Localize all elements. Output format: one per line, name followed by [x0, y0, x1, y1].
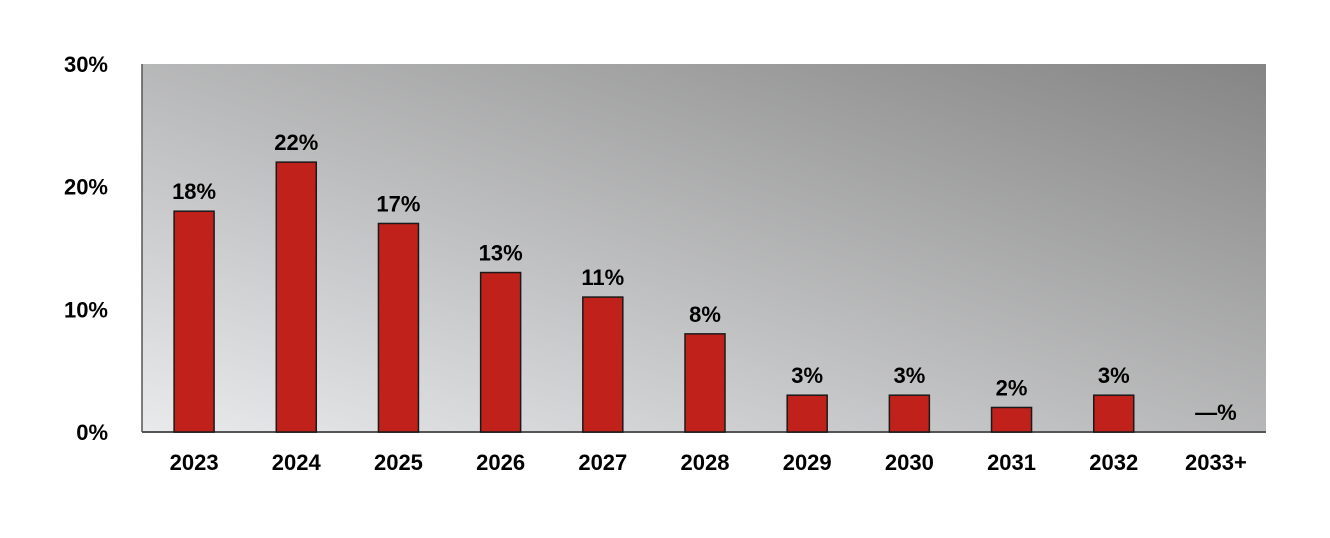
x-tick-label: 2025 — [374, 450, 423, 475]
x-tick-label: 2031 — [987, 450, 1036, 475]
data-label: 3% — [791, 363, 823, 388]
data-label: 8% — [689, 302, 721, 327]
x-tick-label: 2029 — [783, 450, 832, 475]
data-label: 3% — [1098, 363, 1130, 388]
data-label: 17% — [376, 191, 420, 216]
x-tick-label: 2023 — [170, 450, 219, 475]
data-label: 13% — [479, 241, 523, 266]
y-tick-label: 20% — [64, 175, 108, 200]
bar — [377, 222, 420, 433]
x-tick-label: 2026 — [476, 450, 525, 475]
bar — [479, 271, 522, 433]
y-tick-label: 0% — [76, 420, 108, 445]
bar — [684, 333, 726, 433]
x-tick-label: 2024 — [272, 450, 322, 475]
x-tick-label: 2027 — [578, 450, 627, 475]
x-tick-label: 2032 — [1089, 450, 1138, 475]
bar — [990, 406, 1033, 433]
data-labels-group: 18% 22% 17% 13% 11% 8% 3% 3% 2% 3% —% — [172, 130, 1237, 425]
bar — [582, 296, 624, 433]
x-axis-labels: 2023 2024 2025 2026 2027 2028 2029 2030 2031 2032… — [170, 450, 1247, 475]
data-label: 2% — [996, 375, 1028, 400]
data-label: 11% — [581, 265, 624, 290]
data-label: 3% — [893, 363, 925, 388]
bar — [888, 394, 931, 433]
y-axis-ticks: 0% 10% 20% 30% — [64, 52, 108, 445]
bar — [275, 161, 318, 433]
y-tick-label: 30% — [64, 52, 108, 77]
y-tick-label: 10% — [64, 297, 108, 322]
data-label: 18% — [172, 179, 216, 204]
x-tick-label: 2033+ — [1185, 450, 1247, 475]
data-label: —% — [1195, 400, 1237, 425]
bar — [173, 210, 215, 433]
bars-group — [173, 161, 1135, 433]
bar — [1092, 394, 1135, 433]
data-label: 22% — [274, 130, 318, 155]
bar — [786, 394, 828, 433]
x-tick-label: 2028 — [681, 450, 730, 475]
x-tick-label: 2030 — [885, 450, 934, 475]
